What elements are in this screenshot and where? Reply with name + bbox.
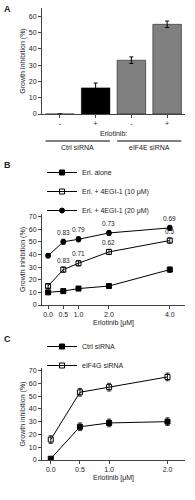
- svg-text:A: A: [4, 4, 11, 14]
- svg-text:Ctrl siRNA: Ctrl siRNA: [82, 343, 115, 350]
- svg-text:70: 70: [29, 213, 37, 220]
- svg-text:40: 40: [29, 405, 37, 412]
- svg-text:40: 40: [29, 45, 37, 52]
- svg-text:Ctrl siRNA: Ctrl siRNA: [61, 144, 94, 151]
- svg-text:eIF4E siRNA: eIF4E siRNA: [129, 144, 170, 151]
- svg-text:60: 60: [29, 226, 37, 233]
- svg-text:0.73: 0.73: [102, 220, 115, 227]
- svg-text:0: 0: [33, 301, 37, 308]
- svg-text:60: 60: [29, 380, 37, 387]
- svg-text:0.69: 0.69: [163, 215, 176, 222]
- svg-text:0.83: 0.83: [57, 229, 70, 236]
- svg-text:70: 70: [29, 367, 37, 374]
- svg-text:1.0: 1.0: [104, 466, 114, 473]
- svg-text:40: 40: [29, 251, 37, 258]
- svg-text:Growth Inhibition (%): Growth Inhibition (%): [19, 28, 27, 93]
- svg-text:-: -: [59, 120, 62, 127]
- svg-text:Erlotinib:: Erlotinib:: [100, 130, 127, 137]
- svg-text:0: 0: [33, 110, 37, 117]
- svg-text:C: C: [4, 334, 11, 344]
- svg-text:Erlotinib [μM]: Erlotinib [μM]: [93, 474, 134, 482]
- svg-text:20: 20: [29, 431, 37, 438]
- svg-text:30: 30: [29, 62, 37, 69]
- svg-text:Erl. alone: Erl. alone: [82, 169, 112, 176]
- svg-text:4.0: 4.0: [165, 311, 175, 318]
- svg-text:50: 50: [29, 393, 37, 400]
- svg-text:+: +: [94, 120, 98, 127]
- svg-text:0.71: 0.71: [72, 250, 85, 257]
- svg-text:Erl. + 4EGI-1 (10 μM): Erl. + 4EGI-1 (10 μM): [82, 188, 149, 196]
- svg-text:0.0: 0.0: [43, 311, 53, 318]
- svg-text:0.5: 0.5: [58, 311, 68, 318]
- svg-text:30: 30: [29, 264, 37, 271]
- svg-text:0.0: 0.0: [46, 466, 56, 473]
- svg-text:1.0: 1.0: [74, 311, 84, 318]
- svg-text:20: 20: [29, 78, 37, 85]
- svg-text:-: -: [130, 120, 133, 127]
- svg-text:10: 10: [29, 289, 37, 296]
- svg-text:Erlotinib [μM]: Erlotinib [μM]: [93, 319, 134, 327]
- svg-text:50: 50: [29, 238, 37, 245]
- svg-text:20: 20: [29, 276, 37, 283]
- svg-text:0.5: 0.5: [75, 466, 85, 473]
- svg-text:0.5: 0.5: [165, 228, 174, 235]
- svg-text:50: 50: [29, 29, 37, 36]
- svg-text:Erl. + 4EGI-1 (20 μM): Erl. + 4EGI-1 (20 μM): [82, 207, 149, 215]
- svg-text:10: 10: [29, 94, 37, 101]
- svg-text:0.79: 0.79: [72, 226, 85, 233]
- svg-text:0: 0: [33, 456, 37, 463]
- svg-text:0.62: 0.62: [102, 239, 115, 246]
- svg-text:+: +: [165, 120, 169, 127]
- svg-text:eIF4G siRNA: eIF4G siRNA: [82, 362, 124, 369]
- svg-text:Growth inhibition (%): Growth inhibition (%): [19, 227, 27, 292]
- svg-text:30: 30: [29, 418, 37, 425]
- svg-text:2.0: 2.0: [104, 311, 114, 318]
- svg-text:10: 10: [29, 444, 37, 451]
- svg-text:60: 60: [29, 13, 37, 20]
- svg-text:2.0: 2.0: [163, 466, 173, 473]
- svg-text:0.83: 0.83: [57, 257, 70, 264]
- svg-text:Growth inhibition (%): Growth inhibition (%): [19, 382, 27, 447]
- svg-text:B: B: [4, 160, 11, 170]
